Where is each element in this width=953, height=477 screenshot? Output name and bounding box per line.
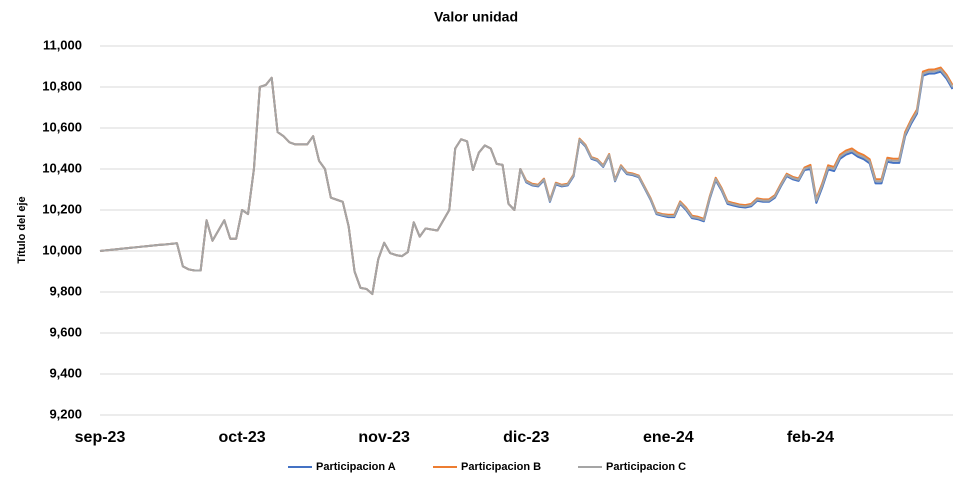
y-tick-label: 10,200 xyxy=(42,201,82,216)
line-series xyxy=(99,70,953,296)
x-tick-label: dic-23 xyxy=(503,429,549,446)
y-tick-label: 10,400 xyxy=(42,160,82,175)
y-tick-label: 9,800 xyxy=(49,283,82,298)
x-tick-label: feb-24 xyxy=(787,429,834,446)
x-tick-label: ene-24 xyxy=(643,429,694,446)
legend-label: Participacion C xyxy=(606,461,686,473)
y-tick-label: 10,000 xyxy=(42,242,82,257)
x-tick-label: nov-23 xyxy=(358,429,410,446)
chart-title: Valor unidad xyxy=(434,9,518,25)
line-series xyxy=(99,68,953,296)
y-axis-title: Título del eje xyxy=(16,196,28,263)
y-tick-label: 9,200 xyxy=(49,406,82,421)
y-tick-label: 10,800 xyxy=(42,78,82,93)
y-tick-label: 11,000 xyxy=(43,37,82,52)
x-tick-label: sep-23 xyxy=(75,429,126,446)
y-tick-label: 9,400 xyxy=(49,365,82,380)
y-tick-label: 9,600 xyxy=(49,324,82,339)
y-tick-label: 10,600 xyxy=(42,119,82,134)
legend-label: Participacion A xyxy=(316,461,396,473)
x-tick-label: oct-23 xyxy=(219,429,266,446)
legend-label: Participacion B xyxy=(461,461,541,473)
